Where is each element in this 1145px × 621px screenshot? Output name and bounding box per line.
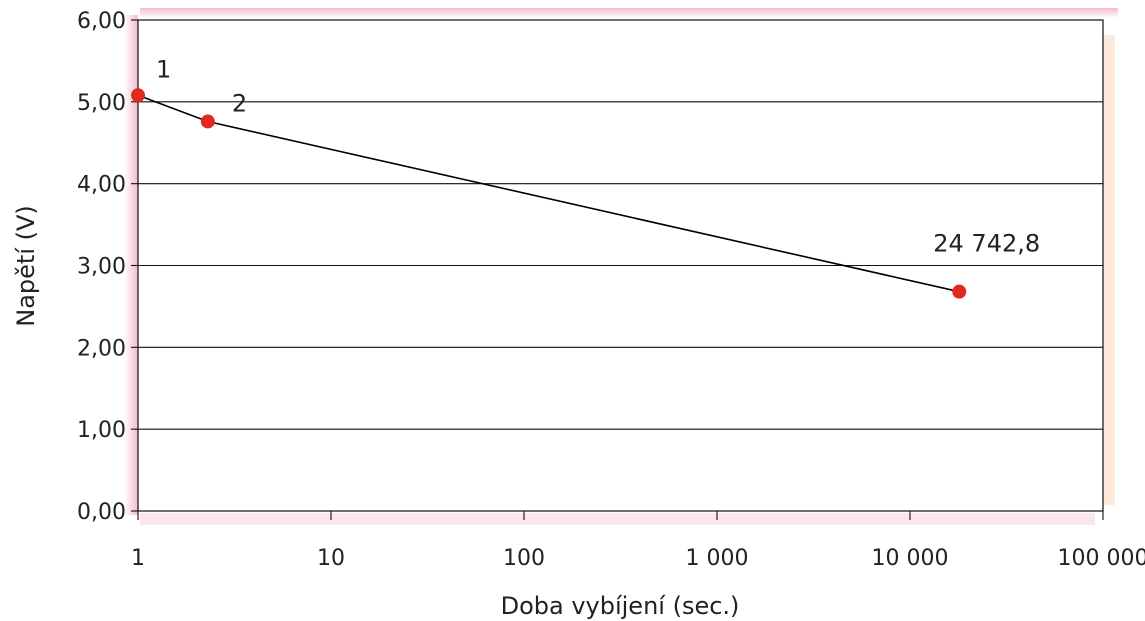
x-tick-label: 100 bbox=[503, 546, 545, 571]
y-axis-ticks: 0,00 1,00 2,00 3,00 4,00 5,00 6,00 bbox=[77, 9, 138, 525]
x-tick-label: 10 000 bbox=[872, 546, 949, 571]
x-tick-label: 1 000 bbox=[686, 546, 749, 571]
data-label: 24 742,8 bbox=[933, 230, 1040, 258]
x-tick-label: 1 bbox=[131, 546, 145, 571]
data-points: 1 2 24 742,8 bbox=[131, 55, 1040, 299]
data-point bbox=[200, 114, 215, 129]
y-tick-label: 2,00 bbox=[77, 336, 126, 361]
x-axis-title: Doba vybíjení (sec.) bbox=[501, 592, 740, 620]
y-tick-label: 6,00 bbox=[77, 9, 126, 34]
data-label: 1 bbox=[156, 55, 171, 83]
y-tick-label: 3,00 bbox=[77, 255, 126, 280]
gridlines bbox=[138, 101, 1103, 430]
data-point bbox=[131, 88, 145, 103]
x-tick-label: 10 bbox=[317, 546, 345, 571]
y-tick-label: 0,00 bbox=[77, 500, 126, 525]
frame-glow-bottom bbox=[140, 513, 1095, 525]
y-tick-label: 4,00 bbox=[77, 173, 126, 198]
frame-glow-top bbox=[140, 8, 1118, 18]
data-label: 2 bbox=[232, 89, 247, 117]
data-point bbox=[952, 284, 967, 299]
y-tick-label: 5,00 bbox=[77, 91, 126, 116]
frame-glow-right bbox=[1103, 35, 1115, 505]
x-tick-label: 100 000 bbox=[1058, 546, 1145, 571]
y-tick-label: 1,00 bbox=[77, 418, 126, 443]
y-axis-title: Napětí (V) bbox=[12, 205, 40, 327]
x-axis-ticks: 1 10 100 1 000 10 000 100 000 bbox=[131, 511, 1145, 571]
